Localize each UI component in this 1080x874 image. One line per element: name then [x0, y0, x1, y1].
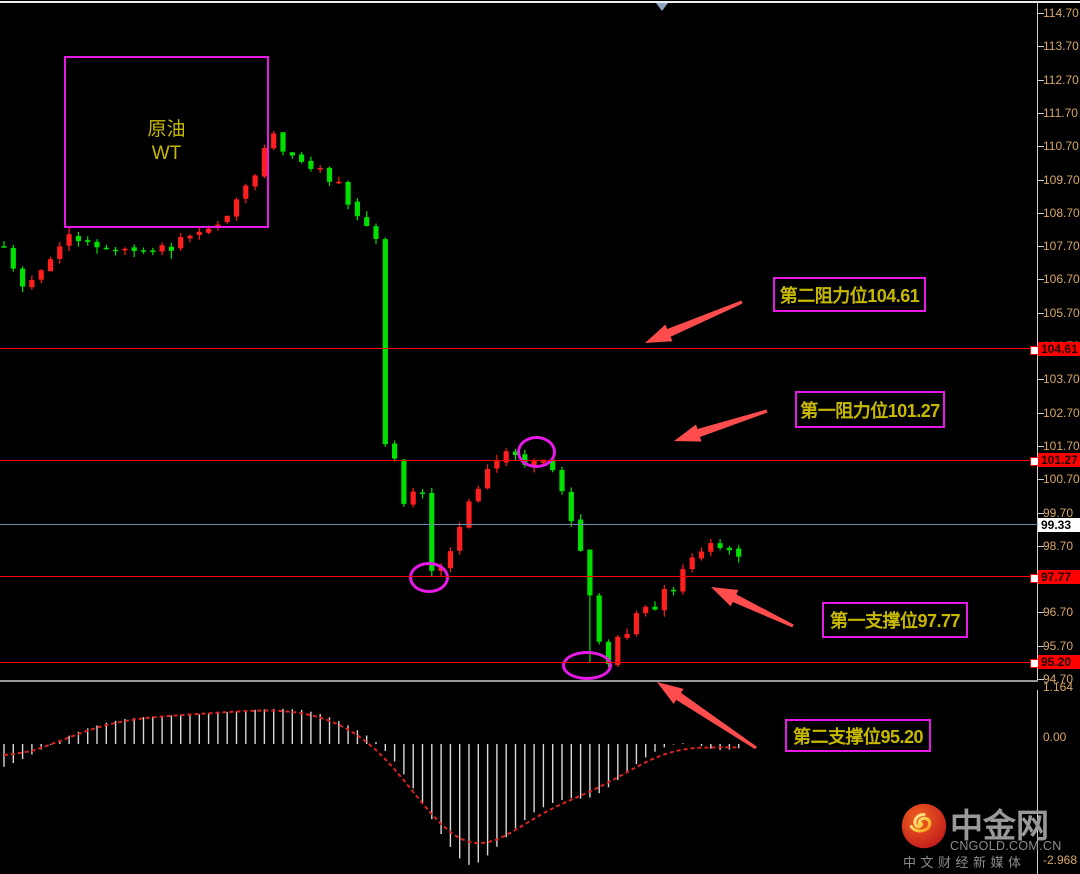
svg-text:中文财经新媒体: 中文财经新媒体 — [903, 855, 1026, 870]
svg-text:CNGOLD.COM.CN: CNGOLD.COM.CN — [950, 839, 1062, 853]
